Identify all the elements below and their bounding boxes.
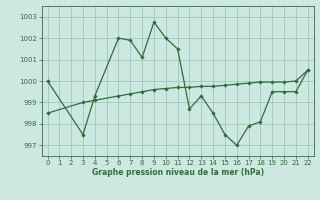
- X-axis label: Graphe pression niveau de la mer (hPa): Graphe pression niveau de la mer (hPa): [92, 168, 264, 177]
